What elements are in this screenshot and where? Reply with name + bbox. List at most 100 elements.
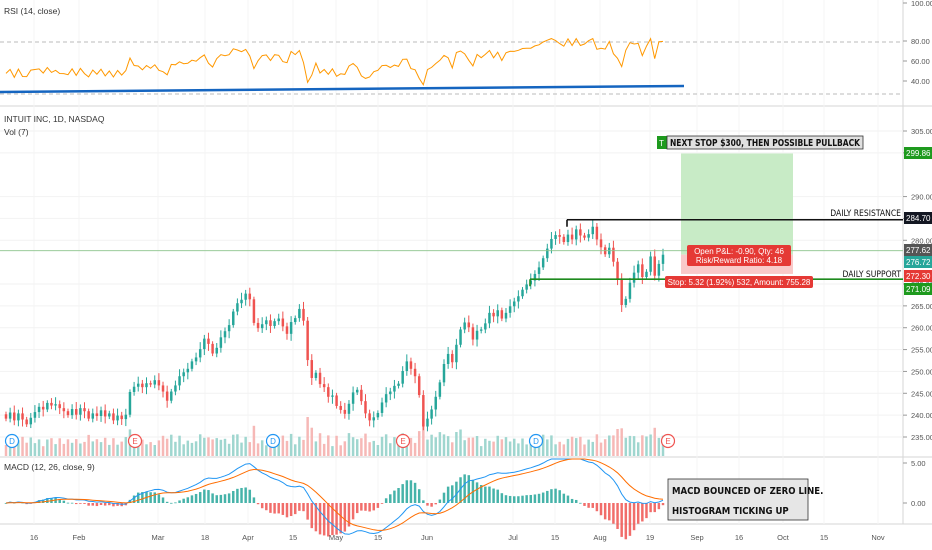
candle-body bbox=[83, 408, 86, 412]
candle-body bbox=[240, 299, 243, 304]
volume-bar bbox=[608, 435, 611, 456]
volume-bar bbox=[298, 436, 301, 456]
macd-histogram-bar bbox=[500, 493, 504, 503]
macd-note-box bbox=[667, 478, 809, 521]
candle-body bbox=[566, 234, 570, 243]
volume-bar bbox=[108, 444, 111, 456]
volume-bar bbox=[29, 437, 33, 456]
candle-body bbox=[244, 293, 247, 300]
volume-bar bbox=[141, 439, 144, 456]
chart-title: INTUIT INC, 1D, NASDAQ bbox=[4, 114, 105, 124]
volume-bar bbox=[124, 437, 128, 456]
candle-body bbox=[223, 331, 227, 338]
macd-histogram-bar bbox=[541, 492, 545, 503]
volume-bar bbox=[628, 435, 632, 456]
price-badge bbox=[904, 270, 932, 282]
rsi-indicator-label[interactable]: RSI (14, close) bbox=[4, 6, 60, 16]
target-annotation[interactable]: T NEXT STOP $300, THEN POSSIBLE PULLBACK bbox=[657, 135, 864, 150]
macd-histogram-bar bbox=[595, 503, 599, 512]
volume-bar bbox=[186, 440, 190, 456]
macd-histogram-bar bbox=[355, 503, 359, 514]
candle-body bbox=[599, 239, 603, 248]
volume-bar bbox=[380, 436, 384, 456]
price-badge-label: 284.70 bbox=[906, 214, 931, 223]
marker-circle bbox=[265, 433, 281, 449]
dividend-marker[interactable]: D bbox=[528, 433, 544, 449]
macd-histogram-bar bbox=[550, 489, 553, 503]
macd-histogram-bar bbox=[149, 492, 152, 503]
macd-histogram-bar bbox=[116, 503, 119, 506]
time-tick-label: Oct bbox=[777, 533, 790, 542]
candle-body bbox=[645, 271, 648, 278]
volume-bar bbox=[603, 439, 607, 456]
candle-body bbox=[215, 347, 218, 354]
candle-body bbox=[236, 303, 239, 312]
earnings-marker[interactable]: E bbox=[395, 433, 411, 449]
volume-bar bbox=[636, 442, 640, 456]
macd-histogram-bar bbox=[616, 503, 619, 529]
dividend-marker[interactable]: D bbox=[4, 433, 20, 449]
axes: 305.00300.00290.00285.00280.00270.00265.… bbox=[30, 0, 932, 542]
macd-histogram-bar bbox=[285, 503, 289, 518]
macd-histogram-bar bbox=[194, 493, 198, 503]
macd-histogram-bar bbox=[252, 497, 256, 503]
macd-histogram-bar bbox=[608, 503, 611, 521]
candle-body bbox=[157, 380, 161, 386]
macd-line bbox=[5, 458, 664, 535]
macd-histogram-bar bbox=[508, 495, 512, 503]
macd-note-line-1: MACD BOUNCED OF ZERO LINE. bbox=[672, 486, 823, 497]
candle-body bbox=[616, 261, 619, 280]
earnings-marker[interactable]: E bbox=[660, 433, 676, 449]
macd-histogram-bar bbox=[273, 503, 276, 514]
candle-body bbox=[141, 383, 144, 388]
candle-body bbox=[380, 402, 384, 413]
macd-histogram-bar bbox=[657, 503, 661, 510]
volume-bar bbox=[41, 446, 45, 456]
marker-circle bbox=[395, 433, 411, 449]
volume-bar bbox=[240, 442, 243, 456]
next-stop-text: NEXT STOP $300, THEN POSSIBLE PULLBACK bbox=[670, 138, 861, 149]
marker-letter: E bbox=[665, 437, 670, 446]
volume-bar bbox=[194, 441, 198, 456]
candle-body bbox=[343, 409, 347, 414]
volume-bar bbox=[252, 425, 256, 456]
volume-bar bbox=[103, 437, 107, 456]
candle-body bbox=[413, 368, 417, 377]
macd-histogram-bar bbox=[479, 485, 483, 503]
volume-indicator-label[interactable]: Vol (7) bbox=[4, 127, 29, 137]
candle-body bbox=[256, 322, 260, 329]
rsi-tick-label: 100.00 bbox=[911, 0, 932, 8]
position-pnl-box[interactable]: Open P&L: -0.90, Qty: 46 Risk/Reward Rat… bbox=[687, 245, 791, 266]
candle-body bbox=[422, 395, 425, 427]
stop-box[interactable]: Stop: 5.32 (1.92%) 532, Amount: 755.28 bbox=[665, 276, 813, 288]
candle-body bbox=[612, 247, 615, 262]
macd-indicator-label[interactable]: MACD (12, 26, close, 9) bbox=[4, 462, 95, 472]
candle-body bbox=[401, 370, 404, 384]
candle-body bbox=[513, 301, 516, 307]
volume-bar bbox=[285, 440, 289, 456]
time-tick-label: May bbox=[329, 533, 343, 542]
macd-note[interactable]: MACD BOUNCED OF ZERO LINE. HISTOGRAM TIC… bbox=[667, 478, 823, 521]
candle-body bbox=[558, 235, 561, 237]
macd-histogram-bar bbox=[343, 503, 347, 532]
macd-histogram-bar bbox=[41, 499, 45, 503]
price-badge bbox=[904, 147, 932, 159]
volume-bar bbox=[120, 441, 123, 456]
candles bbox=[4, 219, 665, 432]
macd-histogram-bar bbox=[95, 503, 99, 507]
candle-body bbox=[488, 312, 491, 324]
price-badge bbox=[904, 244, 932, 256]
candle-body bbox=[426, 418, 429, 427]
volume-bar bbox=[529, 441, 533, 456]
dividend-marker[interactable]: D bbox=[265, 433, 281, 449]
rsi-tick-label: 60.00 bbox=[911, 57, 930, 66]
candle-body bbox=[277, 318, 280, 322]
earnings-marker[interactable]: E bbox=[127, 433, 143, 449]
macd-histogram-bar bbox=[141, 492, 144, 503]
macd-histogram-bar bbox=[455, 481, 458, 503]
macd-tick-label: 0.00 bbox=[911, 499, 926, 508]
candle-body bbox=[579, 229, 582, 236]
price-badge bbox=[904, 256, 932, 268]
